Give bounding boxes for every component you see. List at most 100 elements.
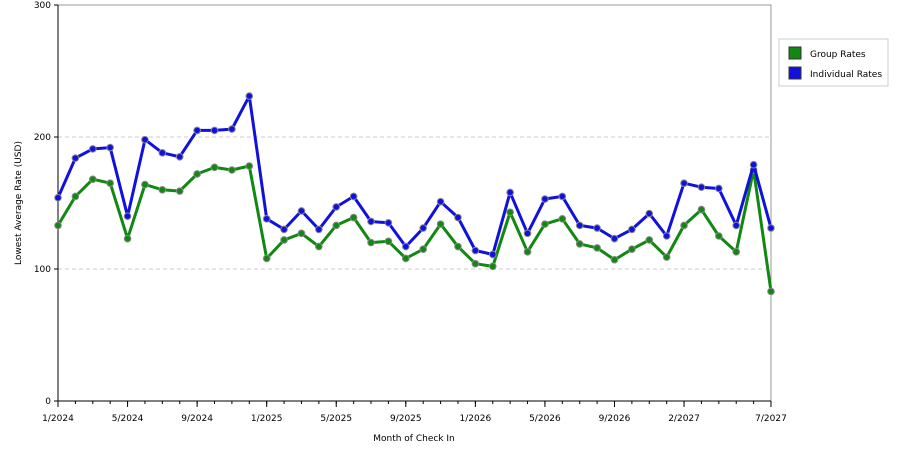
data-point-group-rates <box>488 262 497 271</box>
data-point-group-rates <box>228 166 236 174</box>
data-point-group-rates <box>297 229 306 238</box>
data-point-group-rates <box>767 287 775 296</box>
x-tick-label: 7/2027 <box>755 414 787 424</box>
x-tick-label: 9/2025 <box>390 414 422 424</box>
data-point-individual-rates <box>610 234 619 243</box>
data-point-group-rates <box>593 244 601 252</box>
y-tick-label: 100 <box>34 265 51 275</box>
data-point-group-rates <box>610 255 619 264</box>
y-tick-label: 200 <box>34 133 51 143</box>
data-point-group-rates <box>315 242 323 251</box>
data-point-individual-rates <box>384 219 393 227</box>
legend: Group Rates Individual Rates <box>778 38 889 87</box>
data-point-individual-rates <box>767 224 775 232</box>
data-point-group-rates <box>141 180 149 189</box>
data-point-individual-rates <box>454 213 462 222</box>
data-point-individual-rates <box>367 217 375 226</box>
legend-swatch-individual-rates <box>788 66 802 80</box>
data-point-individual-rates <box>558 192 567 201</box>
data-point-individual-rates <box>245 92 254 100</box>
data-point-individual-rates <box>471 246 480 255</box>
data-point-individual-rates <box>662 232 671 240</box>
series-layer <box>54 92 775 296</box>
y-tick-label: 0 <box>45 397 51 407</box>
y-tick-label: 300 <box>34 1 51 11</box>
data-point-individual-rates <box>280 225 288 234</box>
y-axis-title: Lowest Average Rate (USD) <box>14 141 24 265</box>
data-point-group-rates <box>106 179 114 187</box>
data-point-individual-rates <box>749 160 758 169</box>
data-point-group-rates <box>471 259 480 268</box>
data-point-group-rates <box>715 232 723 240</box>
x-tick-label: 1/2024 <box>42 414 74 424</box>
x-tick-label: 1/2026 <box>460 414 492 424</box>
data-point-group-rates <box>367 238 375 247</box>
data-point-group-rates <box>732 248 741 256</box>
data-point-group-rates <box>88 175 97 184</box>
data-point-group-rates <box>645 236 654 244</box>
x-axis: 1/2024 5/2024 9/2024 1/2025 5/2025 9/2025 1/20… <box>42 400 787 424</box>
grid-lines <box>58 136 771 270</box>
data-point-group-rates <box>506 208 514 217</box>
data-point-individual-rates <box>54 193 62 202</box>
x-tick-label: 5/2024 <box>112 414 144 424</box>
data-point-group-rates <box>175 187 184 195</box>
data-point-individual-rates <box>593 224 601 232</box>
data-point-group-rates <box>54 221 62 230</box>
data-point-individual-rates <box>71 154 80 162</box>
x-tick-label: 9/2026 <box>599 414 631 424</box>
data-point-group-rates <box>575 240 584 248</box>
data-point-group-rates <box>419 245 427 253</box>
x-tick-label: 1/2025 <box>251 414 283 424</box>
data-point-group-rates <box>384 237 393 246</box>
data-point-individual-rates <box>88 145 97 153</box>
data-point-individual-rates <box>628 225 636 234</box>
data-point-individual-rates <box>332 203 341 211</box>
data-point-group-rates <box>349 213 358 222</box>
data-point-individual-rates <box>210 126 219 135</box>
data-point-group-rates <box>436 220 445 228</box>
data-point-individual-rates <box>419 224 427 232</box>
data-point-individual-rates <box>228 125 236 133</box>
series-line-individual-rates <box>56 94 773 256</box>
data-point-group-rates <box>662 253 671 261</box>
data-point-group-rates <box>697 205 706 214</box>
legend-swatch-group-rates <box>788 46 802 60</box>
data-point-individual-rates <box>680 179 688 187</box>
data-point-individual-rates <box>262 215 271 223</box>
data-point-individual-rates <box>506 188 514 197</box>
x-tick-label: 5/2026 <box>529 414 561 424</box>
data-point-individual-rates <box>141 135 149 144</box>
data-point-group-rates <box>158 186 167 194</box>
data-point-individual-rates <box>297 207 306 215</box>
data-point-individual-rates <box>645 209 654 218</box>
data-point-individual-rates <box>315 225 323 234</box>
data-point-group-rates <box>454 242 462 251</box>
data-point-group-rates <box>193 170 201 178</box>
data-point-individual-rates <box>106 143 114 152</box>
data-point-individual-rates <box>732 221 741 230</box>
data-point-group-rates <box>280 236 288 244</box>
data-point-individual-rates <box>715 184 723 193</box>
x-tick-label: 9/2024 <box>181 414 213 424</box>
data-point-group-rates <box>245 162 254 170</box>
data-point-individual-rates <box>436 197 445 206</box>
data-point-individual-rates <box>349 192 358 201</box>
data-point-group-rates <box>262 254 271 263</box>
data-point-group-rates <box>402 254 410 263</box>
data-point-individual-rates <box>158 149 167 157</box>
data-point-group-rates <box>123 234 132 243</box>
data-point-group-rates <box>332 221 341 230</box>
data-point-group-rates <box>541 220 549 228</box>
data-point-individual-rates <box>175 153 184 161</box>
data-point-group-rates <box>71 192 80 201</box>
x-tick-label: 5/2025 <box>320 414 352 424</box>
x-axis-title: Month of Check In <box>373 434 455 444</box>
legend-label-individual-rates: Individual Rates <box>810 70 882 80</box>
data-point-group-rates <box>523 248 532 256</box>
data-point-individual-rates <box>575 221 584 230</box>
data-point-individual-rates <box>193 126 201 135</box>
legend-label-group-rates: Group Rates <box>810 50 866 60</box>
data-point-individual-rates <box>402 242 410 251</box>
